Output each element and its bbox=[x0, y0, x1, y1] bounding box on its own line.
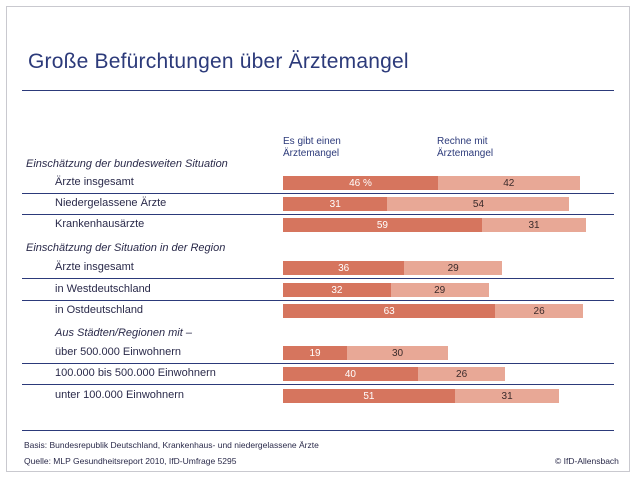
bar-expected-shortage: 26 bbox=[417, 367, 506, 381]
chart-frame bbox=[6, 6, 630, 472]
bar-existing-shortage: 59 bbox=[283, 218, 482, 232]
bar-existing-shortage: 19 bbox=[283, 346, 348, 360]
footer-basis: Basis: Bundesrepublik Deutschland, Krank… bbox=[24, 440, 319, 450]
bar-existing-shortage: 31 bbox=[283, 197, 388, 211]
row-divider bbox=[22, 278, 614, 279]
bar-existing-shortage: 46 % bbox=[283, 176, 439, 190]
bar-existing-shortage: 40 bbox=[283, 367, 418, 381]
row-divider bbox=[22, 214, 614, 215]
row-divider bbox=[22, 300, 614, 301]
bar-expected-shortage: 42 bbox=[438, 176, 580, 190]
row-divider bbox=[22, 193, 614, 194]
column-head-expected-shortage: Rechne mit Ärztemangel bbox=[437, 136, 494, 159]
row-label: in Ostdeutschland bbox=[55, 304, 144, 316]
bar-existing-shortage: 32 bbox=[283, 283, 391, 297]
section-title: Einschätzung der Situation in der Region bbox=[26, 242, 226, 254]
row-divider bbox=[22, 384, 614, 385]
row-label: Ärzte insgesamt bbox=[55, 176, 134, 188]
row-label: in Westdeutschland bbox=[55, 283, 151, 295]
row-divider bbox=[22, 363, 614, 364]
bar-expected-shortage: 54 bbox=[387, 197, 570, 211]
bar-existing-shortage: 51 bbox=[283, 389, 455, 403]
row-label: über 500.000 Einwohnern bbox=[55, 346, 181, 358]
section-title: Aus Städten/Regionen mit – bbox=[55, 327, 192, 339]
bar-existing-shortage: 63 bbox=[283, 304, 496, 318]
row-label: Ärzte insgesamt bbox=[55, 261, 134, 273]
chart-title: Große Befürchtungen über Ärztemangel bbox=[28, 50, 409, 73]
row-label: 100.000 bis 500.000 Einwohnern bbox=[55, 367, 216, 379]
bar-expected-shortage: 31 bbox=[481, 218, 587, 232]
bar-expected-shortage: 26 bbox=[495, 304, 583, 318]
column-head-existing-shortage: Es gibt einen Ärztemangel bbox=[283, 136, 341, 159]
row-label: Krankenhausärzte bbox=[55, 218, 145, 230]
row-label: unter 100.000 Einwohnern bbox=[55, 389, 185, 401]
section-title: Einschätzung der bundesweiten Situation bbox=[26, 158, 228, 170]
bar-expected-shortage: 29 bbox=[404, 261, 503, 275]
footer-rule bbox=[22, 430, 614, 431]
bar-expected-shortage: 31 bbox=[454, 389, 560, 403]
bar-existing-shortage: 36 bbox=[283, 261, 405, 275]
footer-copyright: © IfD-Allensbach bbox=[555, 456, 619, 466]
row-label: Niedergelassene Ärzte bbox=[55, 197, 167, 209]
bar-expected-shortage: 30 bbox=[347, 346, 449, 360]
footer-source: Quelle: MLP Gesundheitsreport 2010, IfD-… bbox=[24, 456, 237, 466]
bar-expected-shortage: 29 bbox=[390, 283, 489, 297]
title-rule bbox=[22, 90, 614, 91]
